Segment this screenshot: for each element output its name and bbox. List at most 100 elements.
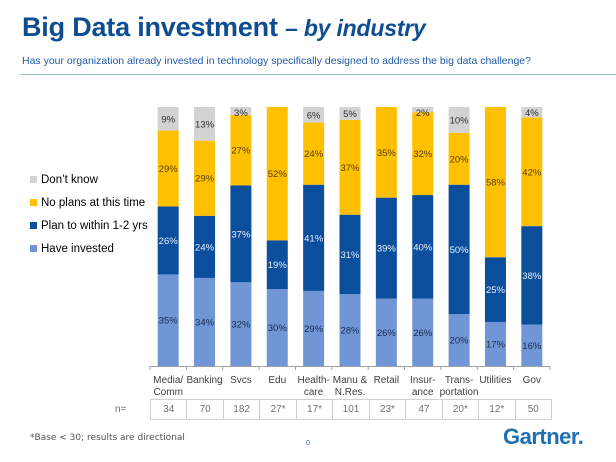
data-label: 17% — [486, 339, 506, 350]
data-label: 29% — [195, 174, 215, 185]
sample-size-cell: 12* — [479, 400, 516, 419]
x-tick-label: portation — [440, 387, 479, 398]
legend-label: Plan to within 1-2 yrs — [41, 219, 148, 232]
bar-segment — [375, 107, 397, 198]
bar-segment — [412, 107, 434, 113]
data-label: 24% — [304, 149, 324, 160]
gartner-logo: Gartner. — [503, 424, 584, 449]
data-label: 9% — [161, 114, 175, 125]
page-title: Big Data investment – by industry — [22, 12, 426, 43]
legend-label: Have invested — [41, 242, 114, 255]
bar-segment — [194, 140, 216, 216]
sample-size-cell: 27* — [260, 400, 297, 419]
x-tick-label: Edu — [268, 375, 286, 386]
bar-segment — [448, 314, 470, 366]
x-tick-label: Banking — [186, 375, 222, 386]
bar-segment — [157, 130, 179, 207]
bar-segment — [484, 107, 506, 258]
data-label: 28% — [340, 326, 360, 337]
bar-segment — [339, 119, 361, 215]
bar-segment — [484, 257, 506, 322]
chart-legend: Don’t know No plans at this time Plan to… — [30, 168, 148, 260]
data-label: 37% — [231, 229, 251, 240]
data-label: 31% — [340, 250, 360, 261]
data-label: 58% — [486, 178, 506, 189]
data-label: 20% — [450, 336, 470, 347]
bar-segment — [339, 107, 361, 120]
x-tick-label: Utilities — [479, 375, 511, 386]
x-tick-label: Retail — [374, 375, 400, 386]
bar-segment — [521, 117, 543, 227]
bar-segment — [157, 206, 179, 275]
bar-segment — [157, 274, 179, 366]
legend-swatch — [30, 245, 37, 252]
x-tick-label: Trans- — [445, 375, 474, 386]
data-label: 6% — [307, 110, 321, 121]
x-tick-label: care — [304, 387, 324, 398]
sample-size-table: 34 70 182 27* 17* 101 23* 47 20* 12* 50 — [150, 399, 552, 420]
x-tick-label: Svcs — [230, 375, 252, 386]
data-label: 20% — [450, 154, 470, 165]
data-label: 30% — [268, 323, 288, 334]
page-number: 0 — [306, 440, 310, 447]
bar-segment — [521, 226, 543, 325]
sample-size-cell: 182 — [224, 400, 261, 419]
x-tick-label: Health- — [298, 375, 330, 386]
data-label: 3% — [234, 108, 248, 119]
title-sub: – by industry — [285, 15, 426, 41]
bar-segment — [266, 107, 288, 241]
sample-size-cell: 20* — [443, 400, 480, 419]
data-label: 26% — [159, 236, 179, 247]
bar-segment — [339, 294, 361, 366]
data-label: 2% — [416, 108, 430, 119]
bar-segment — [375, 298, 397, 366]
bar-segment — [412, 112, 434, 196]
x-tick-label: Gov — [523, 375, 541, 386]
data-label: 29% — [304, 324, 324, 335]
data-label: 39% — [377, 244, 397, 255]
data-label: 41% — [304, 233, 324, 244]
data-label: 29% — [159, 164, 179, 175]
bar-segment — [521, 107, 543, 118]
data-label: 34% — [195, 317, 215, 328]
bar-segment — [303, 290, 325, 366]
sample-size-cell: 34 — [151, 400, 188, 419]
x-tick-label: Insur- — [410, 375, 436, 386]
bar-segment — [230, 282, 252, 366]
legend-label: Don’t know — [41, 173, 98, 186]
legend-item-dont-know: Don’t know — [30, 168, 148, 191]
data-label: 35% — [159, 316, 179, 327]
n-label: n= — [115, 404, 127, 415]
bar-segment — [230, 185, 252, 283]
legend-swatch — [30, 222, 37, 229]
sample-size-cell: 50 — [527, 404, 539, 415]
data-label: 27% — [231, 146, 251, 157]
title-main: Big Data investment — [22, 12, 278, 42]
data-label: 13% — [195, 119, 215, 130]
bar-segment — [303, 184, 325, 291]
legend-item-have-invested: Have invested — [30, 237, 148, 260]
bar-segment — [230, 114, 252, 186]
x-tick-label: Manu & — [333, 375, 368, 386]
bar-segment — [194, 215, 216, 278]
bar-segment — [157, 107, 179, 131]
bar-segment — [448, 132, 470, 185]
bar-segment — [194, 277, 216, 366]
x-tick-label: ance — [412, 387, 434, 398]
bar-segment — [266, 240, 288, 290]
legend-swatch — [30, 199, 37, 206]
data-label: 25% — [486, 285, 506, 296]
x-tick-label: Comm — [153, 387, 182, 398]
data-label: 32% — [413, 149, 433, 160]
bar-segment — [266, 289, 288, 366]
legend-swatch — [30, 176, 37, 183]
sample-size-cell: 70 — [187, 400, 224, 419]
x-tick-label: Media/ — [153, 375, 183, 386]
bar-segment — [448, 184, 470, 315]
sample-size-cell: 101 — [333, 400, 370, 419]
bar-segment — [412, 298, 434, 366]
data-label: 42% — [522, 167, 542, 178]
legend-label: No plans at this time — [41, 196, 146, 209]
data-label: 32% — [231, 320, 251, 331]
